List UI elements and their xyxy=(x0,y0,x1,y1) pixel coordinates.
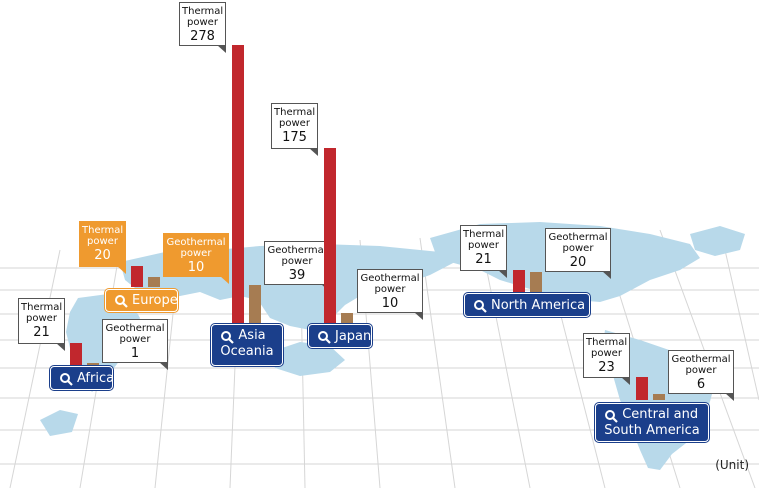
callout-label-line1: Thermal xyxy=(82,225,124,236)
continent-greenland xyxy=(690,226,745,256)
region-button-label-line1: Central and xyxy=(622,407,699,422)
callout-value: 6 xyxy=(696,377,706,392)
callout-label-line2: power xyxy=(119,334,151,345)
callout-value: 1 xyxy=(130,346,140,361)
callout-value: 278 xyxy=(190,29,215,44)
region-button-label-line1: Asia xyxy=(238,328,266,343)
callout-label-line1: Thermal xyxy=(586,337,628,348)
callout-value: 21 xyxy=(475,252,492,267)
callout-label-line2: power xyxy=(468,240,499,251)
search-icon xyxy=(317,330,331,344)
callout-value: 21 xyxy=(33,325,50,340)
region-button-europe[interactable]: Europe xyxy=(105,289,178,312)
callout-value: 23 xyxy=(598,360,615,375)
callout-label-line2: power xyxy=(685,365,717,376)
callout-label-line2: power xyxy=(279,118,310,129)
africa-geothermal-callout: Geothermal power 1 xyxy=(102,319,168,370)
callout-label-line2: power xyxy=(562,243,594,254)
asia-oceania-thermal-bar xyxy=(232,45,244,323)
callout-label-line2: power xyxy=(26,313,57,324)
region-button-central-south-america[interactable]: Central and South America xyxy=(595,403,709,442)
callout-value: 20 xyxy=(94,248,111,263)
region-button-label-line2: South America xyxy=(604,423,700,438)
asia-oceania-geothermal-bar xyxy=(249,285,261,323)
japan-geothermal-bar xyxy=(341,313,353,323)
callout-label-line1: Thermal xyxy=(182,6,224,17)
region-button-label-line2: Oceania xyxy=(220,344,274,359)
callout-value: 175 xyxy=(282,130,307,145)
callout-label-line2: power xyxy=(374,284,406,295)
callout-label-line1: Geothermal xyxy=(671,354,731,365)
europe-geothermal-callout: Geothermal power 10 xyxy=(163,233,229,284)
callout-value: 10 xyxy=(187,260,205,275)
japan-geothermal-callout: Geothermal power 10 xyxy=(357,269,423,320)
region-button-north-america[interactable]: North America xyxy=(464,293,590,317)
africa-thermal-bar xyxy=(70,343,82,365)
callout-value: 10 xyxy=(381,296,399,311)
callout-value: 20 xyxy=(569,255,587,270)
region-button-label: Africa xyxy=(77,371,115,386)
region-button-label: North America xyxy=(491,298,586,313)
japan-thermal-callout: Thermal power 175 xyxy=(271,103,318,156)
callout-label-line1: Geothermal xyxy=(360,273,420,284)
continent-south-africa-tip xyxy=(40,410,78,436)
europe-geothermal-bar xyxy=(148,277,160,287)
region-button-label: Europe xyxy=(132,293,178,308)
africa-thermal-callout: Thermal power 21 xyxy=(18,298,65,351)
region-button-africa[interactable]: Africa xyxy=(50,366,115,390)
region-button-japan[interactable]: Japan xyxy=(308,324,372,348)
callout-label-line2: power xyxy=(180,248,212,259)
callout-value: 39 xyxy=(288,268,306,283)
callout-label-line2: power xyxy=(281,256,313,267)
search-icon xyxy=(220,330,235,344)
search-icon xyxy=(114,294,128,308)
continent-australia xyxy=(270,342,345,376)
callout-label-line2: power xyxy=(87,236,118,247)
europe-thermal-callout: Thermal power 20 xyxy=(79,221,126,274)
north-america-geothermal-bar xyxy=(530,272,542,292)
unit-label: (Unit) xyxy=(715,458,749,472)
search-icon xyxy=(473,299,487,313)
central-south-america-geothermal-callout: Geothermal power 6 xyxy=(668,350,734,401)
region-button-asia-oceania[interactable]: Asia Oceania xyxy=(211,324,283,366)
region-button-label: Japan xyxy=(335,329,372,344)
callout-label-line2: power xyxy=(591,348,622,359)
central-south-america-thermal-bar xyxy=(636,377,648,400)
callout-label-line1: Thermal xyxy=(274,107,316,118)
japan-thermal-bar xyxy=(324,148,336,323)
africa-geothermal-bar xyxy=(87,363,99,365)
callout-label-line1: Geothermal xyxy=(105,323,165,334)
asia-oceania-geothermal-callout: Geothermal power 39 xyxy=(264,241,330,292)
callout-label-line1: Geothermal xyxy=(267,245,327,256)
search-icon xyxy=(59,372,73,386)
north-america-thermal-callout: Thermal power 21 xyxy=(460,225,507,278)
callout-label-line2: power xyxy=(187,17,218,28)
callout-label-line1: Geothermal xyxy=(548,232,608,243)
north-america-thermal-bar xyxy=(513,270,525,292)
north-america-geothermal-callout: Geothermal power 20 xyxy=(545,228,611,279)
search-icon xyxy=(604,409,618,423)
callout-label-line1: Thermal xyxy=(463,229,505,240)
central-south-america-thermal-callout: Thermal power 23 xyxy=(583,333,630,385)
asia-oceania-thermal-callout: Thermal power 278 xyxy=(179,2,226,53)
callout-label-line1: Geothermal xyxy=(166,237,226,248)
central-south-america-geothermal-bar xyxy=(653,394,665,400)
europe-thermal-bar xyxy=(131,266,143,287)
callout-label-line1: Thermal xyxy=(21,302,63,313)
